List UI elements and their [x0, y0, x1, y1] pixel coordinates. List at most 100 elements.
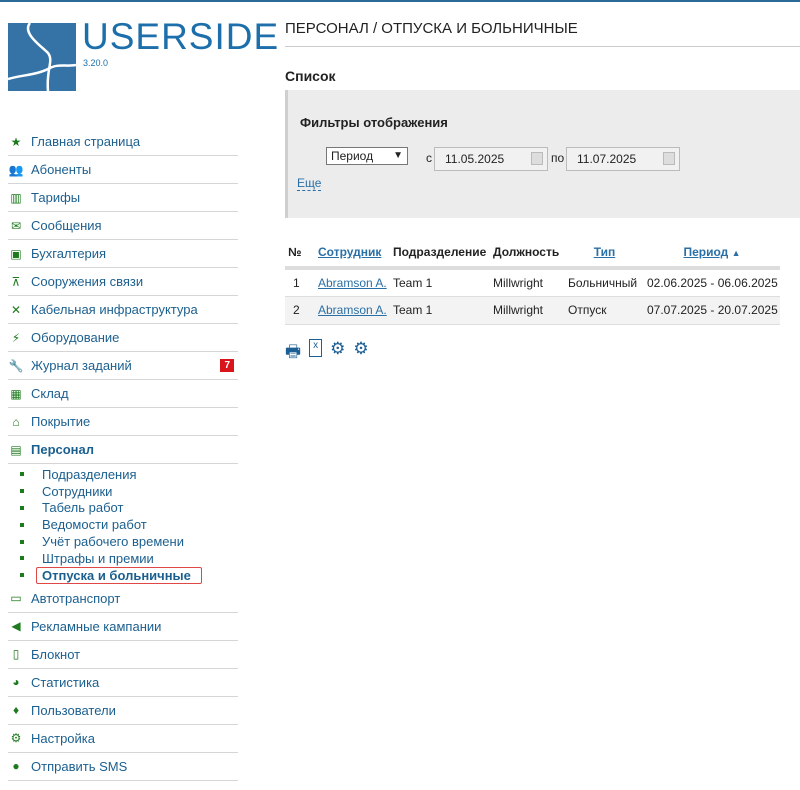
col-number: № — [285, 238, 315, 270]
filters-title: Фильтры отображения — [300, 115, 448, 130]
submenu-item[interactable]: Учёт рабочего времени — [8, 533, 238, 550]
submenu-item[interactable]: Сотрудники — [8, 483, 238, 500]
bus-icon: ▭ — [10, 591, 22, 606]
gear-icon: ⚙ — [10, 731, 22, 746]
sidebar-item[interactable]: ◕ Статистика — [8, 669, 238, 697]
sidebar-item-label: Рекламные кампании — [31, 618, 162, 634]
sidebar-item[interactable]: 🔧 Журнал заданий 7 — [8, 352, 238, 380]
microphone-icon: ♦ — [12, 703, 20, 718]
sidebar-item[interactable]: ⚡ Оборудование — [8, 324, 238, 352]
sidebar-item-label: Покрытие — [31, 414, 91, 429]
sidebar-item-label: Кабельная инфраструктура — [31, 302, 198, 317]
money-icon: ▣ — [10, 246, 22, 261]
sidebar-item-label: Автотранспорт — [31, 590, 121, 606]
cell: 07.07.2025 - 20.07.2025 — [644, 296, 780, 325]
gear-icon[interactable]: ⚙ — [330, 339, 346, 358]
task-count-badge: 7 — [220, 359, 234, 372]
sidebar-item-label: Оборудование — [31, 330, 120, 345]
bullhorn-icon: ◀ — [11, 619, 21, 634]
calendar-icon[interactable] — [663, 152, 675, 165]
sidebar-item-label: Персонал — [31, 442, 95, 457]
employee-link[interactable]: Abramson A. — [318, 275, 387, 290]
cable-icon: ✕ — [10, 302, 22, 317]
sidebar-item[interactable]: ◀ Рекламные кампании — [8, 613, 238, 641]
submenu-item[interactable]: Отпуска и больничные — [8, 566, 238, 584]
date-from-input[interactable]: 11.05.2025 — [434, 147, 548, 171]
sidebar-item[interactable]: ⚙ Настройка — [8, 725, 238, 753]
cell: 2 — [285, 296, 315, 325]
excel-export-icon[interactable]: x — [309, 339, 323, 357]
divider — [285, 46, 800, 47]
logo[interactable] — [7, 22, 77, 92]
note-icon: ▯ — [12, 647, 20, 662]
plug-icon: ⚡ — [11, 330, 21, 345]
submenu-item-label: Табель работ — [42, 500, 124, 516]
calendar-icon[interactable] — [531, 152, 543, 165]
leave-table: № Сотрудник Подразделение Должность Тип … — [285, 238, 780, 325]
submenu-item-label: Штрафы и премии — [42, 550, 154, 566]
col-employee-sort[interactable]: Сотрудник — [318, 245, 382, 259]
sidebar-item-label: Главная страница — [31, 134, 141, 149]
sidebar-item[interactable]: ♦ Пользователи — [8, 697, 238, 725]
cell: 1 — [285, 268, 315, 297]
sidebar-item[interactable]: ▦ Склад — [8, 380, 238, 408]
table-row: 1 Abramson A. Team 1 Millwright Больничный 02… — [285, 268, 780, 297]
page-title: ПЕРСОНАЛ / ОТПУСКА И БОЛЬНИЧНЫЕ — [285, 20, 578, 37]
period-select[interactable]: Период ▼ — [326, 147, 408, 165]
sidebar-item[interactable]: ▭ Автотранспорт — [8, 585, 238, 613]
to-label: по — [551, 151, 565, 165]
version: 3.20.0 — [83, 58, 109, 68]
sidebar-item-label: Сооружения связи — [31, 274, 144, 289]
date-from-value: 11.05.2025 — [445, 152, 505, 166]
submenu-item-label: Подразделения — [42, 466, 137, 482]
section-title: Список — [285, 68, 336, 84]
sidebar-menu: ★ Главная страница 👥 Абоненты ▥ Тарифы ✉ Сообще… — [8, 128, 238, 781]
sidebar-item-label: Настройка — [31, 730, 95, 746]
sidebar-item[interactable]: ▥ Тарифы — [8, 184, 238, 212]
sidebar-item[interactable]: ✕ Кабельная инфраструктура — [8, 296, 238, 324]
sidebar-item[interactable]: ● Отправить SMS — [8, 753, 238, 781]
cell: Больничный — [565, 268, 644, 297]
date-to-value: 11.07.2025 — [577, 152, 637, 166]
sidebar-item-label: Пользователи — [31, 702, 116, 718]
submenu-item-label: Учёт рабочего времени — [42, 534, 184, 550]
sidebar-item-label: Статистика — [31, 674, 100, 690]
date-to-input[interactable]: 11.07.2025 — [566, 147, 680, 171]
filters-panel: Фильтры отображения Период ▼ с 11.05.2025… — [285, 90, 800, 218]
sidebar-item[interactable]: ⌂ Покрытие — [8, 408, 238, 436]
col-period-sort[interactable]: Период — [683, 245, 729, 259]
more-filters-link[interactable]: Еще — [297, 176, 322, 191]
sidebar-item-label: Журнал заданий — [31, 358, 132, 373]
col-type-sort[interactable]: Тип — [593, 245, 616, 259]
sidebar-item[interactable]: ✉ Сообщения — [8, 212, 238, 240]
users-icon: 👥 — [8, 162, 24, 177]
sidebar-item-label: Отправить SMS — [31, 758, 128, 774]
sidebar-item[interactable]: ▣ Бухгалтерия — [8, 240, 238, 268]
box-icon: ▦ — [10, 386, 22, 401]
cell: Отпуск — [565, 296, 644, 325]
submenu-item[interactable]: Штрафы и премии — [8, 550, 238, 567]
submenu-item[interactable]: Табель работ — [8, 500, 238, 517]
cell: 02.06.2025 - 06.06.2025 — [644, 268, 780, 297]
sidebar-item-label: Тарифы — [31, 190, 81, 205]
submenu-item-label: Ведомости работ — [42, 517, 147, 533]
briefcase-icon: ▤ — [10, 442, 22, 457]
gears-icon[interactable]: ⚙ — [353, 339, 369, 358]
print-icon[interactable]: 🖶 — [285, 342, 302, 361]
comment-icon: ● — [12, 759, 20, 774]
submenu-item[interactable]: Подразделения — [8, 466, 238, 483]
sidebar-item[interactable]: ⊼ Сооружения связи — [8, 268, 238, 296]
sidebar-item[interactable]: ▯ Блокнот — [8, 641, 238, 669]
submenu-item[interactable]: Ведомости работ — [8, 516, 238, 533]
sitemap-icon: ⊼ — [11, 274, 21, 289]
table-row: 2 Abramson A. Team 1 Millwright Отпуск 07.07.… — [285, 296, 780, 325]
employee-link[interactable]: Abramson A. — [318, 303, 387, 317]
sidebar-item-label: Блокнот — [31, 646, 81, 662]
sidebar-item[interactable]: ★ Главная страница — [8, 128, 238, 156]
sidebar-item[interactable]: ▤ Персонал — [8, 436, 238, 464]
cell: Millwright — [490, 268, 565, 297]
sidebar-item[interactable]: 👥 Абоненты — [8, 156, 238, 184]
submenu-item-label: Отпуска и больничные — [36, 566, 202, 584]
col-department: Подразделение — [390, 238, 490, 270]
envelope-icon: ✉ — [10, 218, 22, 233]
